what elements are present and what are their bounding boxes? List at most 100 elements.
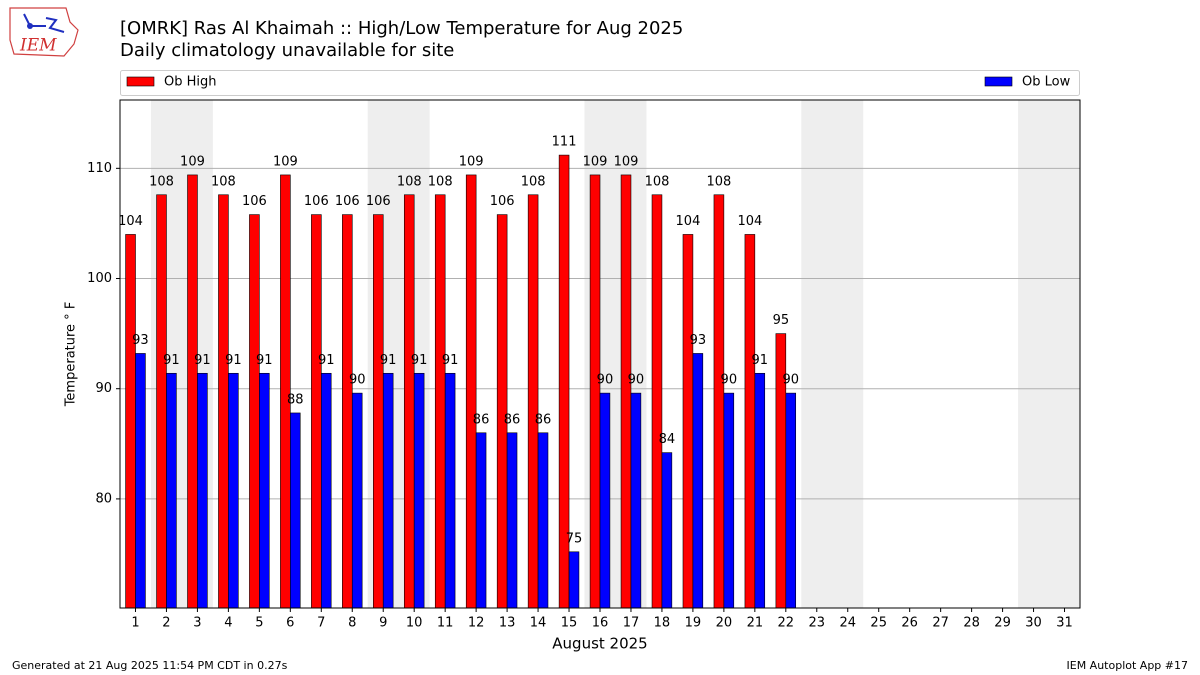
bar [197, 372, 208, 609]
data-label: 104 [737, 214, 762, 229]
bar [785, 392, 797, 609]
x-tick-label: 2 [162, 616, 170, 631]
data-label: 108 [645, 174, 670, 189]
x-tick-label: 26 [901, 616, 918, 631]
chart-subtitle: Daily climatology unavailable for site [120, 40, 454, 61]
bar [444, 372, 456, 609]
data-label: 109 [459, 154, 484, 169]
x-tick-label: 4 [224, 616, 232, 631]
bar [589, 174, 601, 609]
weekend-shade [1018, 100, 1080, 608]
data-label: 108 [521, 174, 546, 189]
bar [434, 194, 446, 609]
bar [682, 234, 694, 609]
x-tick-label: 9 [379, 616, 387, 631]
x-tick-label: 15 [561, 616, 578, 631]
data-label: 106 [242, 194, 267, 209]
x-tick-label: 30 [1025, 616, 1042, 631]
bar [228, 372, 239, 609]
data-label: 109 [583, 154, 608, 169]
bar [290, 412, 301, 609]
x-tick-label: 31 [1056, 616, 1073, 631]
x-tick-label: 27 [932, 616, 949, 631]
bar [218, 194, 229, 609]
data-label: 108 [428, 174, 453, 189]
bar [351, 392, 363, 609]
data-label: 86 [535, 412, 552, 427]
legend-label: Ob Low [1022, 75, 1071, 90]
bar [506, 432, 518, 609]
data-label: 106 [490, 194, 515, 209]
data-label: 90 [349, 373, 366, 388]
bar [280, 174, 291, 609]
bar [692, 353, 704, 609]
data-label: 75 [566, 531, 583, 546]
data-label: 106 [335, 194, 360, 209]
x-tick-label: 13 [499, 616, 516, 631]
x-tick-label: 28 [963, 616, 980, 631]
data-label: 104 [118, 214, 143, 229]
bar [651, 194, 663, 609]
data-label: 108 [397, 174, 422, 189]
bar [373, 214, 384, 609]
bar [166, 372, 177, 609]
data-label: 91 [163, 353, 180, 368]
x-tick-label: 12 [468, 616, 485, 631]
bar [661, 452, 673, 609]
chart-title: [OMRK] Ras Al Khaimah :: High/Low Temper… [120, 18, 683, 39]
bar [754, 372, 766, 609]
data-label: 91 [752, 353, 769, 368]
logo: IEM [9, 7, 79, 57]
data-label: 104 [676, 214, 701, 229]
bar [620, 174, 632, 609]
plot-frame [119, 99, 1081, 609]
bar [723, 392, 735, 609]
data-label: 84 [659, 432, 676, 447]
legend-swatch [126, 76, 155, 87]
y-axis-label: Temperature ° F [64, 302, 79, 408]
data-label: 86 [504, 412, 521, 427]
bar [135, 353, 146, 609]
bar [156, 194, 167, 609]
y-tick-label: 100 [87, 271, 112, 286]
data-label: 109 [180, 154, 205, 169]
footer-left: Generated at 21 Aug 2025 11:54 PM CDT in… [12, 659, 288, 672]
data-label: 91 [256, 353, 273, 368]
data-label: 91 [380, 353, 397, 368]
weekend-shade [801, 100, 864, 608]
x-tick-label: 25 [870, 616, 887, 631]
bar [465, 174, 477, 609]
bar [249, 214, 260, 609]
data-label: 91 [442, 353, 459, 368]
logo-text: IEM [19, 36, 57, 56]
data-label: 93 [690, 333, 707, 348]
data-label: 88 [287, 392, 304, 407]
x-tick-label: 24 [839, 616, 856, 631]
x-tick-label: 6 [286, 616, 294, 631]
x-tick-label: 14 [530, 616, 547, 631]
x-tick-label: 19 [685, 616, 702, 631]
legend-box [120, 70, 1080, 96]
data-label: 106 [366, 194, 391, 209]
x-tick-label: 7 [317, 616, 325, 631]
footer-right: IEM Autoplot App #17 [1067, 659, 1189, 672]
y-tick-label: 80 [95, 491, 112, 506]
bar [475, 432, 487, 609]
x-tick-label: 16 [592, 616, 609, 631]
bar [187, 174, 198, 609]
data-label: 111 [552, 135, 577, 150]
y-tick-label: 90 [95, 381, 112, 396]
bar [342, 214, 353, 609]
legend-label: Ob High [164, 75, 217, 90]
data-label: 106 [304, 194, 329, 209]
bar [568, 551, 580, 609]
x-tick-label: 18 [654, 616, 671, 631]
data-label: 91 [225, 353, 242, 368]
data-label: 108 [211, 174, 236, 189]
x-tick-label: 20 [716, 616, 733, 631]
data-label: 109 [273, 154, 298, 169]
data-label: 86 [473, 412, 490, 427]
bar [125, 234, 136, 609]
data-label: 90 [628, 373, 645, 388]
